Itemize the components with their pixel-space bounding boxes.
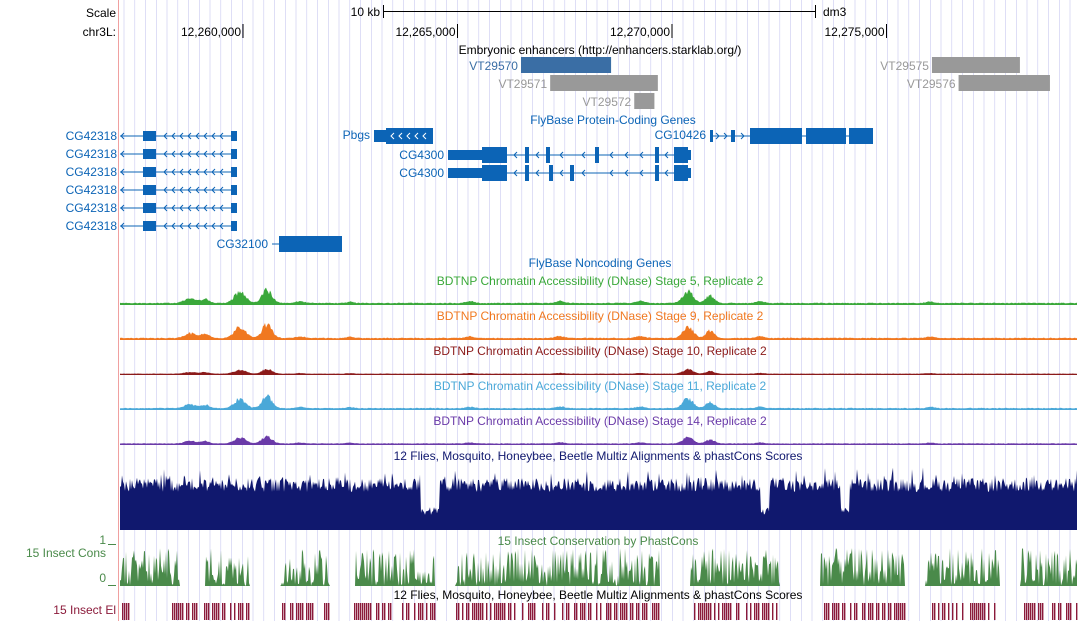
gene-label[interactable]: Pbgs: [343, 128, 370, 142]
phastcons-signal: [120, 548, 1077, 586]
gene-cg4300[interactable]: CG4300: [399, 147, 691, 163]
dnase-track-5[interactable]: BDTNP Chromatin Accessibility (DNase) St…: [120, 414, 1077, 445]
gene-label[interactable]: CG4300: [399, 166, 444, 180]
gene-pbgs[interactable]: Pbgs: [343, 128, 433, 144]
ruler-tick-label: 12,270,000: [610, 25, 670, 39]
gene-cg42318[interactable]: CG42318: [66, 219, 237, 233]
enhancer-label[interactable]: VT29575: [880, 59, 929, 73]
gene-cg42318[interactable]: CG42318: [66, 129, 237, 143]
gene-label[interactable]: CG42318: [66, 165, 118, 179]
enhancer-block[interactable]: [550, 75, 658, 91]
gene-label[interactable]: CG32100: [217, 237, 269, 251]
enhancer-vt29571[interactable]: VT29571: [498, 75, 658, 91]
scale-label: Scale: [86, 6, 116, 20]
gene-cg4300-group[interactable]: CG4300 CG4300: [399, 147, 691, 181]
enhancer-label[interactable]: VT29572: [583, 95, 632, 109]
dnase-track-title: BDTNP Chromatin Accessibility (DNase) St…: [433, 344, 767, 358]
dnase-track-title: BDTNP Chromatin Accessibility (DNase) St…: [434, 379, 767, 393]
gene-label[interactable]: CG4300: [399, 148, 444, 162]
elements-side-label: 15 Insect El: [53, 603, 116, 617]
enhancer-block[interactable]: [958, 75, 1050, 91]
phastcons-track[interactable]: 15 Insect Conservation by PhastCons 15 I…: [26, 533, 1077, 586]
dnase-track-title: BDTNP Chromatin Accessibility (DNase) St…: [437, 274, 764, 288]
phastcons-axis-max: 1: [99, 533, 106, 547]
gene-cg32100[interactable]: CG32100: [217, 236, 342, 252]
gene-label[interactable]: CG42318: [66, 147, 118, 161]
base-position-ruler[interactable]: chr3L: 12,260,000 12,265,000 12,270,000 12,…: [83, 24, 887, 39]
assembly-label: dm3: [823, 5, 847, 19]
gene-cg42318[interactable]: CG42318: [66, 147, 237, 161]
enhancer-label[interactable]: VT29570: [469, 59, 518, 73]
gene-cg4300[interactable]: CG4300: [399, 165, 691, 181]
phastcons-side-label: 15 Insect Cons: [26, 546, 106, 560]
gene-cg42318[interactable]: CG42318: [66, 201, 237, 215]
multiz-signal: [120, 467, 1077, 530]
gene-label[interactable]: CG42318: [66, 183, 118, 197]
enhancers-track[interactable]: Embryonic enhancers (http://enhancers.st…: [459, 43, 1050, 109]
enhancer-vt29576[interactable]: VT29576: [907, 75, 1050, 91]
ruler-tick-label: 12,260,000: [181, 25, 241, 39]
gene-cg42318[interactable]: CG42318: [66, 165, 237, 179]
multiz-track[interactable]: 12 Flies, Mosquito, Honeybee, Beetle Mul…: [120, 449, 1077, 530]
scale-bar-label: 10 kb: [351, 5, 381, 19]
chrom-label: chr3L:: [83, 25, 116, 39]
enhancer-vt29575[interactable]: VT29575: [880, 57, 1020, 73]
enhancer-block[interactable]: [520, 57, 612, 73]
protein-genes-track-title: FlyBase Protein-Coding Genes: [530, 113, 695, 127]
enhancer-block[interactable]: [634, 93, 655, 109]
dnase-track-3[interactable]: BDTNP Chromatin Accessibility (DNase) St…: [120, 344, 1077, 375]
conserved-elements: [122, 603, 1078, 620]
enhancer-block[interactable]: [931, 57, 1020, 73]
dnase-track-2[interactable]: BDTNP Chromatin Accessibility (DNase) St…: [120, 309, 1077, 340]
elements-track-title: 12 Flies, Mosquito, Honeybee, Beetle Mul…: [394, 588, 803, 602]
conserved-elements-track[interactable]: 12 Flies, Mosquito, Honeybee, Beetle Mul…: [53, 588, 1078, 620]
dnase-track-1[interactable]: BDTNP Chromatin Accessibility (DNase) St…: [120, 274, 1077, 305]
dnase-track-title: BDTNP Chromatin Accessibility (DNase) St…: [437, 309, 764, 323]
enhancer-label[interactable]: VT29571: [498, 77, 547, 91]
gene-cg42318[interactable]: CG42318: [66, 183, 237, 197]
dnase-track-title: BDTNP Chromatin Accessibility (DNase) St…: [433, 414, 767, 428]
gene-label[interactable]: CG42318: [66, 219, 118, 233]
dnase-tracks[interactable]: BDTNP Chromatin Accessibility (DNase) St…: [120, 274, 1077, 445]
gene-label[interactable]: CG42318: [66, 201, 118, 215]
enhancer-vt29570[interactable]: VT29570: [469, 57, 612, 73]
dnase-track-4[interactable]: BDTNP Chromatin Accessibility (DNase) St…: [120, 379, 1077, 410]
gene-label[interactable]: CG42318: [66, 129, 118, 143]
ruler-tick-label: 12,265,000: [395, 25, 455, 39]
phastcons-axis-min: 0: [99, 571, 106, 585]
gene-label[interactable]: CG10426: [655, 128, 707, 142]
scale-bar: [383, 5, 816, 18]
ruler-tick-label: 12,275,000: [824, 25, 884, 39]
phastcons-track-title: 15 Insect Conservation by PhastCons: [498, 534, 699, 548]
multiz-track-title: 12 Flies, Mosquito, Honeybee, Beetle Mul…: [394, 449, 803, 463]
enhancer-vt29572[interactable]: VT29572: [583, 93, 655, 109]
scale-row: Scale 10 kb dm3: [86, 5, 847, 20]
gene-cg42318-group[interactable]: CG42318 CG42318 CG42318 CG42318 CG42318 CG423…: [66, 129, 237, 233]
enhancers-track-title: Embryonic enhancers (http://enhancers.st…: [459, 43, 742, 57]
protein-coding-genes-track[interactable]: FlyBase Protein-Coding Genes CG42318CG42…: [66, 113, 873, 252]
gene-cg10426[interactable]: CG10426: [655, 128, 873, 144]
noncoding-genes-track-title: FlyBase Noncoding Genes: [529, 256, 672, 270]
enhancer-label[interactable]: VT29576: [907, 77, 956, 91]
